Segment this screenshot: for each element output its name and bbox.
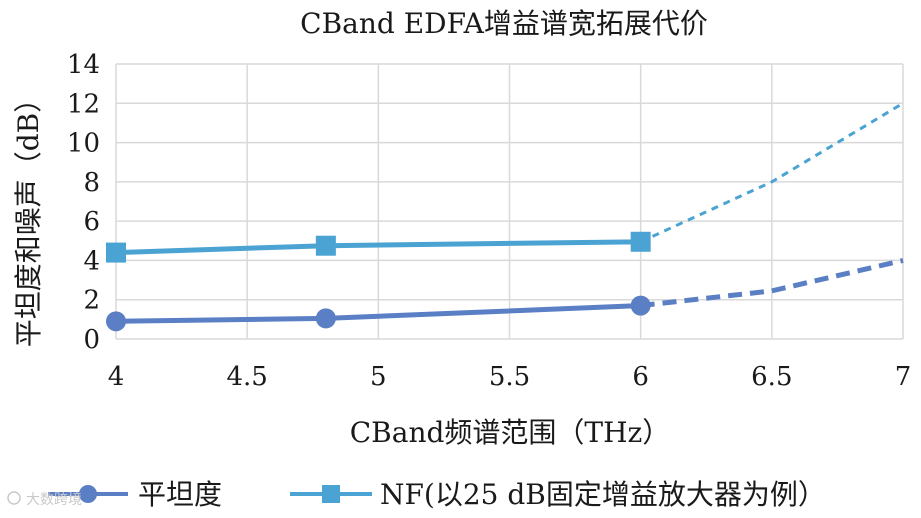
x-axis-ticks: 4 4.5 5 5.5 6 6.5 7	[108, 362, 912, 392]
data-point	[630, 231, 651, 252]
x-tick-label: 6	[632, 362, 649, 392]
legend-marker-square	[322, 485, 340, 503]
watermark-text: 大数跨境	[26, 492, 82, 508]
y-tick-label: 4	[83, 246, 100, 276]
x-tick-label: 5.5	[489, 362, 530, 392]
legend-label-flatness: 平坦度	[138, 478, 222, 511]
data-point	[315, 235, 336, 256]
y-tick-label: 8	[83, 168, 100, 198]
data-point	[630, 295, 651, 316]
x-tick-label: 4.5	[226, 362, 267, 392]
y-tick-label: 14	[67, 50, 100, 80]
y-tick-label: 12	[67, 89, 100, 119]
y-tick-label: 10	[67, 129, 100, 159]
x-tick-label: 4	[108, 362, 125, 392]
series-1-projection	[640, 257, 904, 309]
legend-label-nf: NF(以25 dB固定增益放大器为例）	[380, 478, 826, 511]
x-tick-label: 7	[895, 362, 912, 392]
data-point	[106, 242, 126, 263]
legend: 平坦度 NF(以25 dB固定增益放大器为例）	[48, 478, 826, 511]
watermark: 大数跨境	[7, 491, 82, 508]
y-tick-label: 6	[83, 207, 100, 237]
series-group	[106, 101, 904, 332]
data-point	[315, 308, 336, 329]
y-axis-ticks: 0 2 4 6 8 10 12 14	[67, 50, 100, 355]
grid	[115, 63, 904, 340]
y-tick-label: 2	[83, 286, 100, 316]
x-axis-label: CBand频谱范围（THz）	[350, 416, 671, 449]
x-tick-label: 5	[370, 362, 387, 392]
y-tick-label: 0	[83, 325, 100, 355]
x-tick-label: 6.5	[751, 362, 792, 392]
y-axis-label: 平坦度和噪声（dB）	[12, 85, 45, 348]
series-2-projection	[640, 101, 904, 244]
data-point	[106, 311, 126, 332]
legend-marker-circle	[79, 485, 97, 503]
watermark-icon	[7, 491, 21, 505]
chart-title: CBand EDFA增益谱宽拓展代价	[300, 7, 708, 40]
